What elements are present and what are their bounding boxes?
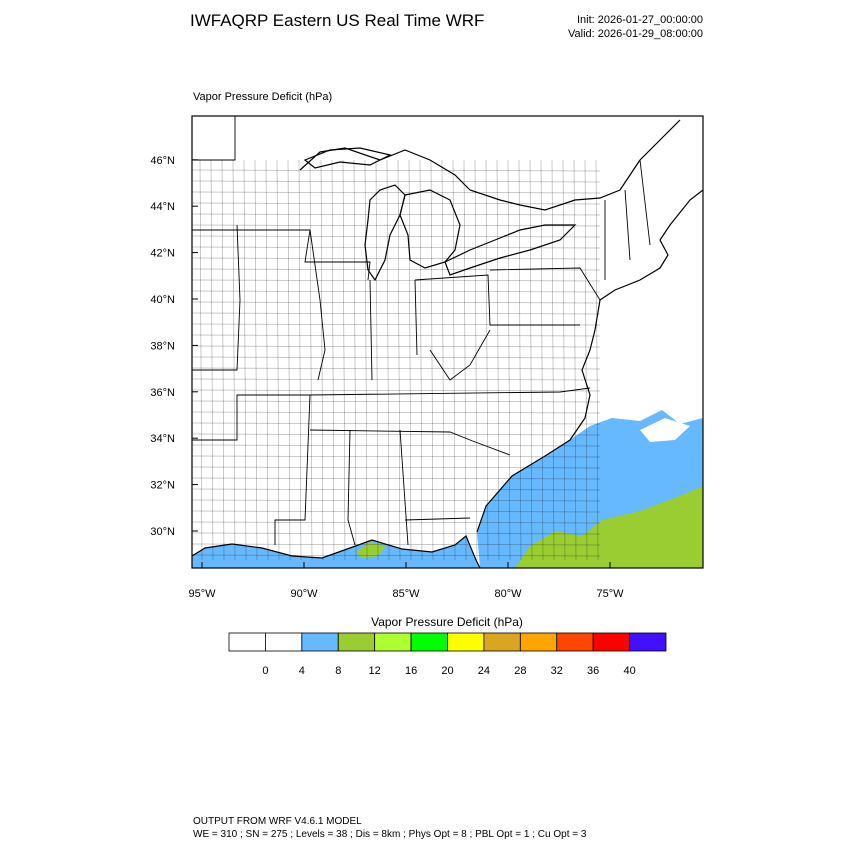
vpd-8-12 <box>515 486 703 568</box>
lat-label: 38°N <box>150 340 175 352</box>
colorbar-box <box>556 632 594 652</box>
colorbar-label: 0 <box>262 665 268 677</box>
colorbar-label: 20 <box>441 665 453 677</box>
colorbar-label: 40 <box>623 665 635 677</box>
colorbar-box <box>337 632 376 652</box>
lat-label: 44°N <box>150 201 175 213</box>
colorbar-label: 16 <box>405 665 417 677</box>
lat-label: 40°N <box>150 294 175 306</box>
lat-label: 42°N <box>150 248 175 260</box>
colorbar-box <box>519 632 558 652</box>
colorbar-box <box>629 632 667 652</box>
colorbar-box <box>265 632 303 652</box>
colorbar-title: Vapor Pressure Deficit (hPa) <box>371 615 523 629</box>
county-grid <box>192 159 601 561</box>
colorbar-box <box>410 632 448 652</box>
lat-label: 34°N <box>150 433 175 445</box>
lon-label: 95°W <box>188 588 216 600</box>
lat-label: 46°N <box>150 155 175 167</box>
colorbar-box <box>592 632 630 652</box>
lon-label: 80°W <box>494 588 522 600</box>
gulf-water <box>192 536 480 568</box>
lon-label: 75°W <box>596 588 624 600</box>
colorbar-label: 8 <box>335 665 341 677</box>
county-borders <box>192 159 601 561</box>
map: 30°N 32°N 34°N 36°N 38°N 40°N 42°N 44°N 46°N 95°W… <box>150 115 704 600</box>
colorbar: 0 4 8 12 16 20 24 28 32 36 40 <box>228 632 667 677</box>
vpd-8-12 <box>356 542 386 558</box>
cloud-gap <box>640 418 690 442</box>
footer-line: OUTPUT FROM WRF V4.6.1 MODEL <box>193 816 362 827</box>
colorbar-box <box>483 632 521 652</box>
coastlines <box>192 119 703 568</box>
colorbar-label: 32 <box>551 665 563 677</box>
colorbar-label: 36 <box>587 665 599 677</box>
colorbar-box <box>301 632 339 652</box>
colorbar-label: 12 <box>369 665 381 677</box>
colorbar-label: 4 <box>299 665 305 677</box>
lat-label: 30°N <box>150 526 175 538</box>
lon-label: 85°W <box>392 588 420 600</box>
colorbar-label: 28 <box>514 665 526 677</box>
colorbar-box <box>447 632 485 652</box>
init-time: Init: 2026-01-27_00:00:00 <box>577 14 703 26</box>
lat-label: 32°N <box>150 480 175 492</box>
colorbar-box <box>228 632 266 652</box>
colorbar-label: 24 <box>478 665 490 677</box>
map-label: Vapor Pressure Deficit (hPa) <box>193 91 332 103</box>
lat-label: 36°N <box>150 387 175 399</box>
colorbar-box <box>374 632 412 652</box>
map-frame <box>191 115 704 569</box>
valid-time: Valid: 2026-01-29_08:00:00 <box>568 28 703 40</box>
title: IWFAQRP Eastern US Real Time WRF <box>190 11 484 30</box>
footer-line: WE = 310 ; SN = 275 ; Levels = 38 ; Dis … <box>193 829 587 840</box>
lon-label: 90°W <box>290 588 318 600</box>
